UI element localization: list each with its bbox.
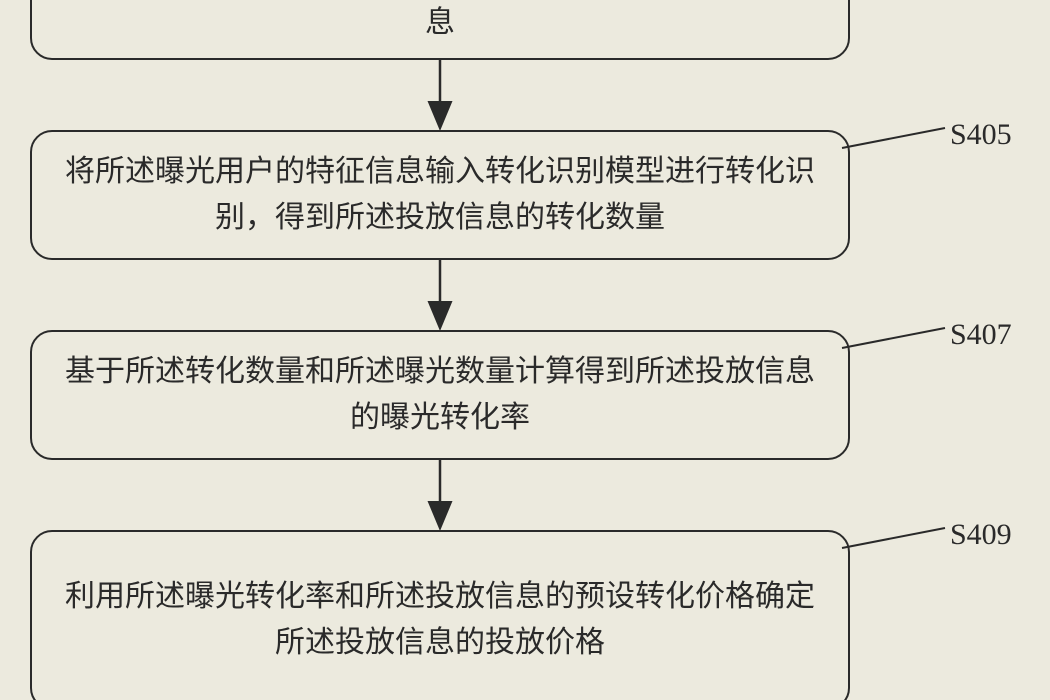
flow-node-3: 基于所述转化数量和所述曝光数量计算得到所述投放信息的曝光转化率: [30, 330, 850, 460]
step-label-s407: S407: [950, 318, 1012, 352]
flow-node-2: 将所述曝光用户的特征信息输入转化识别模型进行转化识别，得到所述投放信息的转化数量: [30, 130, 850, 260]
flow-node-1: 基于所述曝光用户的用户标识获取所述曝光用户的特征信息: [30, 0, 850, 60]
step-label-s409: S409: [950, 518, 1012, 552]
step-label-s405: S405: [950, 118, 1012, 152]
flow-node-4: 利用所述曝光转化率和所述投放信息的预设转化价格确定所述投放信息的投放价格: [30, 530, 850, 700]
flow-node-3-text: 基于所述转化数量和所述曝光数量计算得到所述投放信息的曝光转化率: [60, 349, 820, 442]
flow-node-4-text: 利用所述曝光转化率和所述投放信息的预设转化价格确定所述投放信息的投放价格: [60, 574, 820, 667]
flow-node-2-text: 将所述曝光用户的特征信息输入转化识别模型进行转化识别，得到所述投放信息的转化数量: [60, 149, 820, 242]
flowchart-canvas: 基于所述曝光用户的用户标识获取所述曝光用户的特征信息 将所述曝光用户的特征信息输…: [0, 0, 1050, 700]
flow-node-1-text: 基于所述曝光用户的用户标识获取所述曝光用户的特征信息: [60, 0, 820, 47]
